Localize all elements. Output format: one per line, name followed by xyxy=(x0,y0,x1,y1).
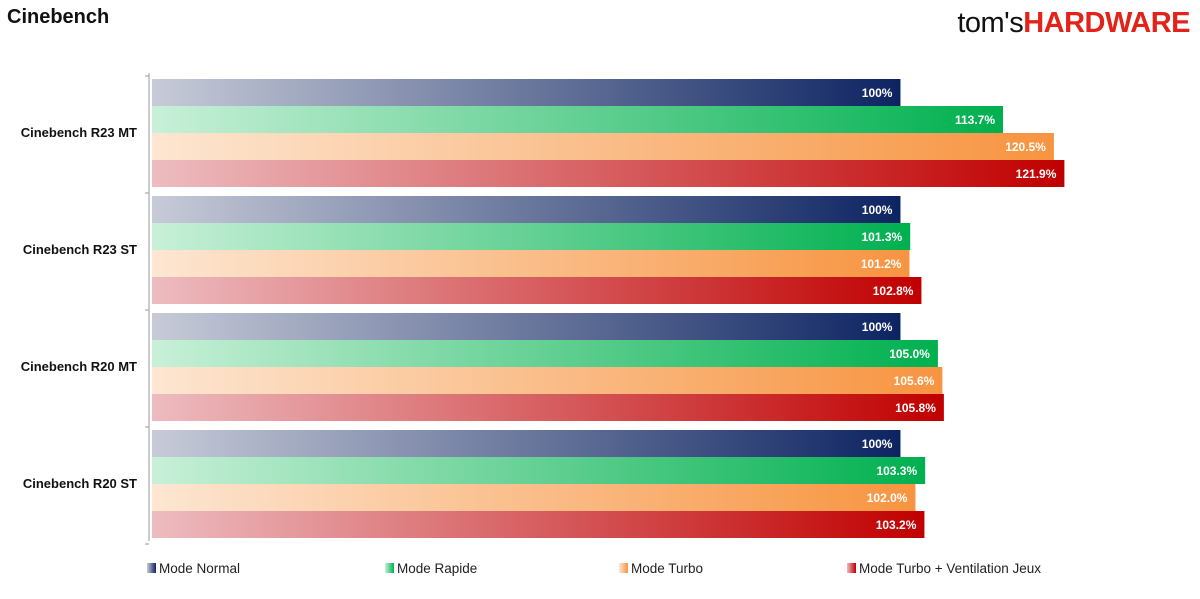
bar-series-layer: 100% 113.7% 120.5% 121.9% 100% 101.3% 101.2% 10… xyxy=(152,79,1065,538)
legend-swatch-mode-turbo xyxy=(619,563,628,573)
brand-logo: tom'sHARDWARE xyxy=(957,6,1190,40)
bar-mode-normal-cinebench-r20-st xyxy=(152,430,901,457)
category-label-cinebench-r23-mt: Cinebench R23 MT xyxy=(21,125,137,140)
brand-logo-part2: HARDWARE xyxy=(1023,7,1190,39)
data-label-mode-rapide-cinebench-r20-mt: 105.0% xyxy=(889,347,930,361)
bar-mode-turbo-ventilation-jeux-cinebench-r23-st xyxy=(152,277,922,304)
legend-label-mode-turbo-ventilation-jeux: Mode Turbo + Ventilation Jeux xyxy=(859,561,1041,576)
bar-mode-turbo-cinebench-r20-st xyxy=(152,484,916,511)
bar-mode-rapide-cinebench-r23-st xyxy=(152,223,911,250)
data-label-mode-turbo-cinebench-r20-st: 102.0% xyxy=(867,491,908,505)
data-label-mode-turbo-cinebench-r20-mt: 105.6% xyxy=(894,374,935,388)
data-label-mode-turbo-ventilation-jeux-cinebench-r23-st: 102.8% xyxy=(873,284,914,298)
data-label-mode-normal-cinebench-r20-st: 100% xyxy=(862,437,893,451)
bar-mode-turbo-cinebench-r20-mt xyxy=(152,367,943,394)
data-label-mode-rapide-cinebench-r23-mt: 113.7% xyxy=(955,113,995,127)
data-label-mode-turbo-cinebench-r23-mt: 120.5% xyxy=(1005,140,1046,154)
data-label-mode-turbo-cinebench-r23-st: 101.2% xyxy=(861,257,902,271)
bar-mode-turbo-ventilation-jeux-cinebench-r20-st xyxy=(152,511,925,538)
category-label-cinebench-r23-st: Cinebench R23 ST xyxy=(23,242,137,257)
bar-mode-turbo-cinebench-r23-st xyxy=(152,250,910,277)
legend-swatch-mode-turbo-ventilation-jeux xyxy=(847,563,856,573)
category-label-cinebench-r20-st: Cinebench R20 ST xyxy=(23,476,137,491)
category-label-cinebench-r20-mt: Cinebench R20 MT xyxy=(21,359,137,374)
data-label-mode-rapide-cinebench-r23-st: 101.3% xyxy=(861,230,902,244)
legend-label-mode-turbo: Mode Turbo xyxy=(631,561,703,576)
brand-logo-part1: tom's xyxy=(957,7,1024,39)
bar-mode-normal-cinebench-r23-mt xyxy=(152,79,901,106)
legend-swatch-mode-rapide xyxy=(385,563,394,573)
category-labels: Cinebench R23 MT Cinebench R23 ST Cinebenc… xyxy=(21,125,137,491)
data-label-mode-normal-cinebench-r20-mt: 100% xyxy=(862,320,893,334)
bar-mode-rapide-cinebench-r20-mt xyxy=(152,340,938,367)
bar-mode-rapide-cinebench-r20-st xyxy=(152,457,926,484)
bar-mode-normal-cinebench-r23-st xyxy=(152,196,901,223)
data-label-mode-turbo-ventilation-jeux-cinebench-r23-mt: 121.9% xyxy=(1016,167,1057,181)
legend-label-mode-rapide: Mode Rapide xyxy=(397,561,477,576)
bar-mode-turbo-ventilation-jeux-cinebench-r23-mt xyxy=(152,160,1065,187)
bar-mode-turbo-ventilation-jeux-cinebench-r20-mt xyxy=(152,394,944,421)
bar-mode-rapide-cinebench-r23-mt xyxy=(152,106,1004,133)
data-label-mode-normal-cinebench-r23-mt: 100% xyxy=(862,86,893,100)
category-axis xyxy=(145,73,150,545)
legend-label-mode-normal: Mode Normal xyxy=(159,561,240,576)
data-label-mode-turbo-ventilation-jeux-cinebench-r20-mt: 105.8% xyxy=(895,401,936,415)
chart-title: Cinebench xyxy=(7,6,110,28)
bar-mode-normal-cinebench-r20-mt xyxy=(152,313,901,340)
legend-swatch-mode-normal xyxy=(147,563,156,573)
legend: Mode Normal Mode Rapide Mode Turbo Mode Tur… xyxy=(147,561,1041,576)
data-label-mode-turbo-ventilation-jeux-cinebench-r20-st: 103.2% xyxy=(876,518,917,532)
data-label-mode-rapide-cinebench-r20-st: 103.3% xyxy=(876,464,917,478)
bar-mode-turbo-cinebench-r23-mt xyxy=(152,133,1054,160)
data-label-mode-normal-cinebench-r23-st: 100% xyxy=(862,203,893,217)
